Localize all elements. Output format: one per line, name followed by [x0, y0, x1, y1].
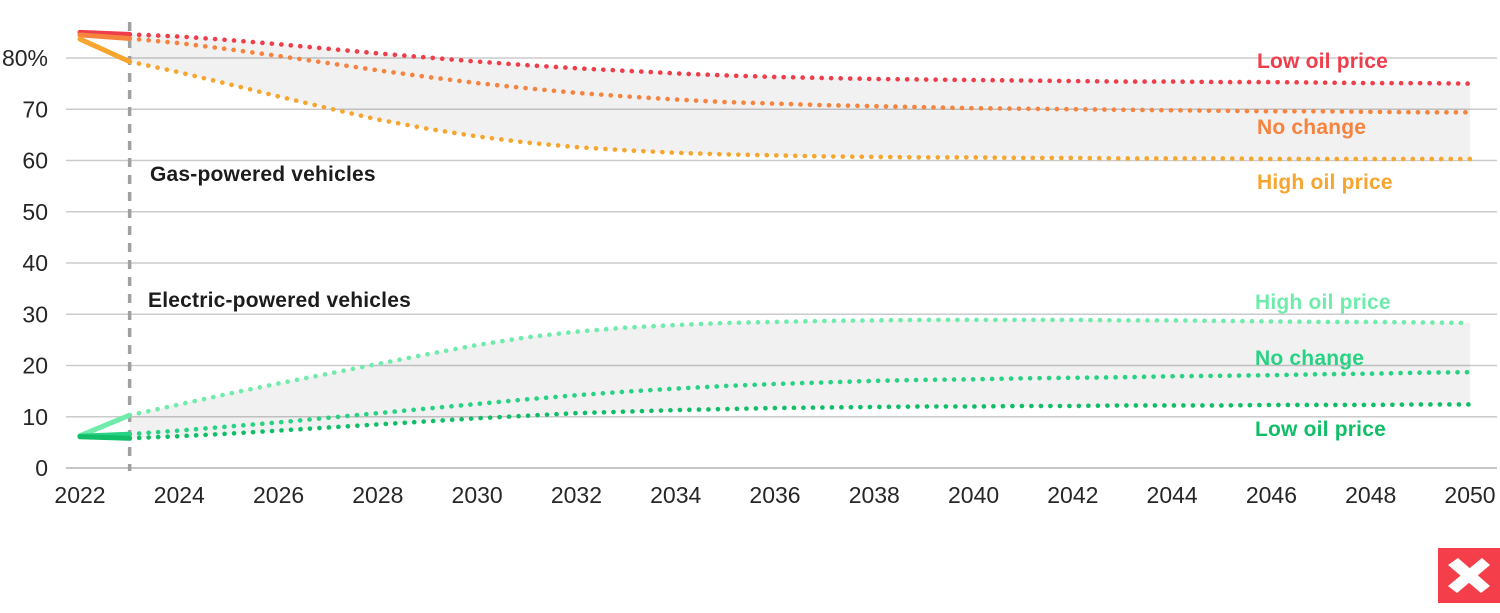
y-axis-tick-label: 20 — [22, 353, 48, 379]
series-ev_high_oil-forecast-line — [127, 317, 1473, 418]
xtb-logo-x-stroke-2 — [1448, 558, 1490, 593]
x-axis-tick-label: 2050 — [1444, 482, 1495, 508]
y-axis-tick-label: 10 — [22, 404, 48, 430]
x-axis-tick-label: 2042 — [1047, 482, 1098, 508]
x-axis-tick-label: 2022 — [54, 482, 105, 508]
scenario-band — [129, 34, 1471, 159]
y-axis-tick-label: 30 — [22, 301, 48, 327]
series-gas_low_oil-historical-line — [77, 29, 133, 37]
series-ev_no_change-forecast-line — [127, 369, 1473, 437]
series-gas_no_change-forecast-line — [127, 36, 1473, 115]
gas-high-oil-price-label: High oil price — [1257, 171, 1393, 194]
electric-group-label: Electric-powered vehicles — [148, 289, 411, 312]
y-axis-tick-label: 0 — [35, 455, 48, 481]
ev-high-oil-price-label: High oil price — [1255, 291, 1391, 314]
x-axis-tick-label: 2044 — [1147, 482, 1198, 508]
x-axis-tick-label: 2032 — [551, 482, 602, 508]
gas-group-label: Gas-powered vehicles — [150, 163, 376, 186]
ev-no-change-label: No change — [1255, 347, 1365, 370]
x-axis-tick-label: 2046 — [1246, 482, 1297, 508]
y-axis-tick-label: 60 — [22, 148, 48, 174]
y-axis-tick-label: 40 — [22, 250, 48, 276]
x-axis-tick-label: 2024 — [154, 482, 205, 508]
x-axis-tick-label: 2040 — [948, 482, 999, 508]
series-ev_low_oil-historical-line — [77, 434, 133, 441]
xtb-logo — [1438, 548, 1500, 603]
ev-low-oil-price-label: Low oil price — [1255, 418, 1386, 441]
x-axis-tick-label: 2030 — [452, 482, 503, 508]
gas-low-oil-price-label: Low oil price — [1257, 50, 1388, 73]
x-axis-tick-label: 2034 — [650, 482, 701, 508]
series-gas_high_oil-historical-line — [77, 36, 133, 65]
x-axis-tick-label: 2038 — [849, 482, 900, 508]
series-gas_no_change-historical-line — [77, 32, 133, 42]
series-ev_high_oil-historical-line — [77, 412, 133, 439]
y-axis-tick-label: 80% — [2, 45, 48, 71]
y-axis-tick-label: 50 — [22, 199, 48, 225]
x-axis-tick-label: 2026 — [253, 482, 304, 508]
gas-no-change-label: No change — [1257, 116, 1367, 139]
x-axis-tick-label: 2048 — [1345, 482, 1396, 508]
x-axis-tick-label: 2036 — [749, 482, 800, 508]
x-axis-tick-label: 2028 — [352, 482, 403, 508]
series-gas_high_oil-forecast-line — [127, 59, 1473, 162]
y-axis-tick-label: 70 — [22, 96, 48, 122]
